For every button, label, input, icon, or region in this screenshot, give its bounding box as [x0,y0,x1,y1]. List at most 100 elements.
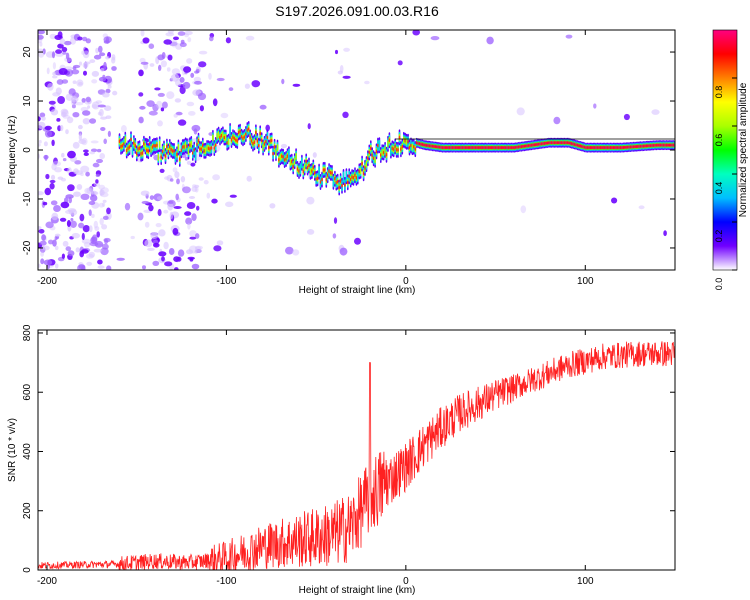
noise-blob [191,263,200,270]
ridge-segment [309,168,312,176]
noise-blob [46,67,50,75]
noise-blob [38,48,43,52]
ridge-segment [609,146,612,150]
noise-blob [86,261,93,266]
noise-blob [140,30,145,37]
ridge-segment [281,154,283,158]
noise-blob [81,265,86,270]
noise-blob [50,200,58,206]
noise-blob [90,194,98,202]
ridge-segment [671,143,673,147]
ridge-segment [123,142,125,146]
top-y-axis-label: Frequency (Hz) [7,116,18,185]
noise-blob [99,52,106,57]
noise-blob [107,130,111,137]
ridge-segment [138,146,141,150]
ridge-segment [619,146,622,150]
ridge-segment [589,146,592,150]
noise-blob [54,245,59,251]
ridge-segment [403,136,405,144]
noise-blob [198,50,208,55]
ridge-segment [596,146,599,150]
ridge-segment [272,151,274,156]
noise-blob [44,125,52,131]
ridge-segment [446,146,448,150]
noise-blob [138,116,144,124]
ridge-segment [197,138,200,143]
ridge-segment [289,159,292,166]
ridge-segment [436,145,438,149]
noise-blob [56,118,61,122]
ridge-segment [266,135,269,140]
noise-blob [84,187,92,194]
ridge-segment [253,140,256,145]
ridge-segment [229,125,231,137]
noise-blob [59,38,66,45]
noise-blob [99,153,105,160]
noise-blob [553,116,561,125]
noise-blob [100,116,108,120]
noise-blob [265,124,271,132]
ridge-segment [440,145,442,149]
ridge-segment [559,141,561,145]
ridge-segment [361,161,363,166]
ridge-segment [148,142,151,146]
ridge-segment [374,156,376,164]
noise-blob [150,232,159,239]
ridge-segment [602,146,605,150]
noise-blob [97,265,105,269]
ridge-segment [189,143,191,147]
ridge-segment [507,146,510,150]
noise-blob [190,72,195,78]
noise-blob [100,127,106,131]
noise-blob [100,187,109,194]
ridge-segment [615,146,617,150]
noise-blob [78,133,83,141]
noise-blob [93,182,100,187]
noise-blob [38,226,42,230]
noise-blob [94,226,100,231]
ridge-segment [336,179,339,184]
ridge-segment [424,143,427,147]
noise-blob [209,36,214,42]
ridge-segment [226,141,228,145]
noise-blob [166,67,171,72]
noise-blob [88,201,96,205]
ridge-segment [295,152,297,160]
noise-blob [206,192,211,199]
noise-blob [66,116,74,124]
noise-blob [39,112,46,118]
noise-blob [354,237,361,245]
noise-blob [38,116,41,122]
noise-blob [57,176,64,180]
ridge-segment [635,145,638,149]
noise-blob [196,205,200,211]
noise-blob [179,77,185,83]
ridge-segment [120,144,122,149]
noise-blob [339,65,344,73]
ridge-segment [217,131,220,139]
noise-blob [332,233,337,239]
noise-blob [176,178,180,185]
ridge-segment [414,147,417,151]
ridge-segment [275,149,277,157]
noise-blob [246,175,252,182]
noise-blob [72,141,80,149]
noise-blob [189,236,197,240]
noise-blob [186,202,196,209]
noise-blob [82,36,88,42]
ridge-segment [358,169,361,174]
ridge-segment [535,143,537,147]
noise-blob [50,109,59,116]
ridge-segment [649,144,652,148]
noise-blob [57,43,64,49]
ridge-segment [400,147,402,151]
noise-blob [147,247,155,251]
ridge-segment [536,142,539,146]
noise-blob [44,130,53,138]
ridge-segment [496,146,498,150]
ridge-segment [457,146,460,150]
noise-blob [208,72,212,80]
noise-blob [130,235,135,240]
noise-blob [193,128,198,135]
